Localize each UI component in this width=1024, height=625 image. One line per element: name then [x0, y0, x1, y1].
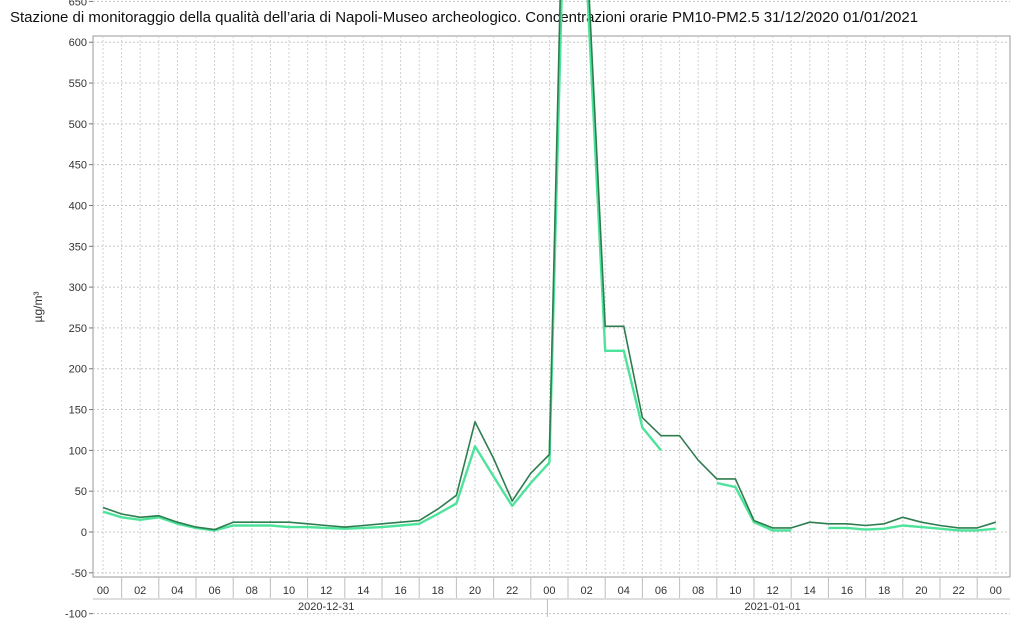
x-tick-label: 18: [878, 585, 890, 597]
x-tick-label: 22: [952, 585, 964, 597]
x-tick-label: 02: [580, 585, 592, 597]
x-tick-label: 12: [320, 585, 332, 597]
grid-layer: [93, 0, 1010, 615]
x-tick-label: 12: [766, 585, 778, 597]
x-tick-label: 00: [543, 585, 555, 597]
x-tick-label: 22: [506, 585, 518, 597]
y-tick-label: 250: [69, 323, 87, 335]
y-tick-label: 600: [69, 37, 87, 49]
x-tick-label: 00: [990, 585, 1002, 597]
y-tick-label: 350: [69, 241, 87, 253]
y-tick-label: 550: [69, 78, 87, 90]
x-tick-label: 18: [432, 585, 444, 597]
x-tick-label: 06: [655, 585, 667, 597]
y-tick-label: 650: [69, 0, 87, 8]
y-tick-label: 100: [69, 445, 87, 457]
y-tick-label: -100: [65, 609, 87, 621]
y-tick-label: 200: [69, 364, 87, 376]
date-labels: 2020-12-31 2021-01-01: [298, 599, 801, 617]
series-line-1: [102, 0, 997, 531]
plot-area: [92, 35, 1011, 578]
x-tick-label: 14: [357, 585, 369, 597]
x-tick-label: 20: [915, 585, 927, 597]
y-tick-label: -50: [71, 568, 87, 580]
chart-title: Stazione di monitoraggio della qualità d…: [10, 9, 919, 26]
y-tick-label: 300: [69, 282, 87, 294]
x-tick-label: 16: [841, 585, 853, 597]
x-tick-label: 04: [171, 585, 183, 597]
y-axis-label: µg/m³: [31, 292, 45, 323]
x-tick-label: 16: [394, 585, 406, 597]
x-tick-label: 02: [134, 585, 146, 597]
x-tick-label: 00: [97, 585, 109, 597]
x-tick-labels: 00 02 04 06 08 10 12 14 16 18 20 22 00 02 04 06 08 10 12 14…: [93, 577, 1010, 600]
x-tick-label: 10: [283, 585, 295, 597]
x-tick-label: 10: [729, 585, 741, 597]
x-tick-label: 14: [804, 585, 816, 597]
y-tick-labels: -100 -50 0 50 100 150 200 250 300 350 400 450 500 550…: [65, 0, 93, 621]
date-label: 2020-12-31: [298, 601, 354, 613]
series-line-2: [828, 524, 996, 532]
series-layer: [102, 0, 997, 532]
x-tick-label: 06: [208, 585, 220, 597]
y-tick-label: 400: [69, 200, 87, 212]
y-tick-label: 150: [69, 405, 87, 417]
y-tick-label: 450: [69, 160, 87, 172]
y-tick-label: 50: [75, 486, 87, 498]
series-line-2: [716, 481, 792, 532]
x-tick-label: 20: [469, 585, 481, 597]
x-tick-label: 08: [692, 585, 704, 597]
y-tick-label: 0: [81, 527, 87, 539]
x-tick-label: 08: [246, 585, 258, 597]
y-tick-label: 500: [69, 119, 87, 131]
x-tick-label: 04: [618, 585, 630, 597]
date-label: 2021-01-01: [744, 601, 800, 613]
